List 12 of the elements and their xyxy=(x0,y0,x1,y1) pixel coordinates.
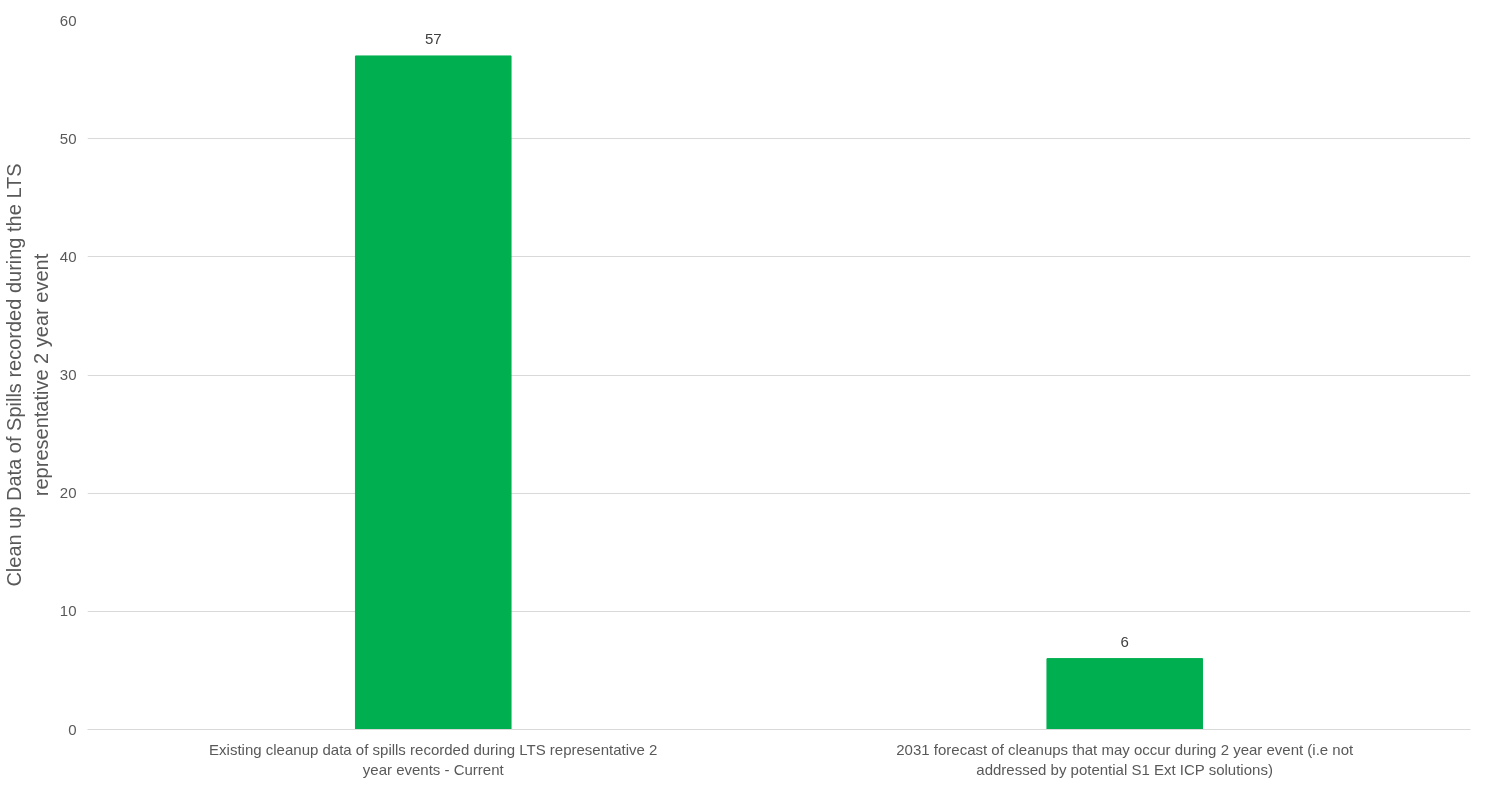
data-label: 6 xyxy=(1120,632,1129,650)
x-tick-label: Existing cleanup data of spills recorded during LTS representative 2 year events - Current xyxy=(209,740,658,778)
x-tick-label: 2031 forecast of cleanups that may occur during 2 year event (i.e not addressed by potential S1 Ext ICP solutions) xyxy=(896,740,1355,778)
y-tick-label: 50 xyxy=(59,129,77,147)
y-tick-label: 30 xyxy=(59,366,77,383)
y-tick-label: 20 xyxy=(59,484,77,502)
y-tick-label: 10 xyxy=(59,602,77,620)
y-tick-label: 40 xyxy=(59,247,77,265)
y-tick-label: 0 xyxy=(68,720,77,738)
y-axis-title: Clean up Data of Spills recorded during the LTS representative 2 year event xyxy=(3,163,52,587)
y-tick-label: 60 xyxy=(59,11,77,29)
data-label: 57 xyxy=(424,29,442,47)
